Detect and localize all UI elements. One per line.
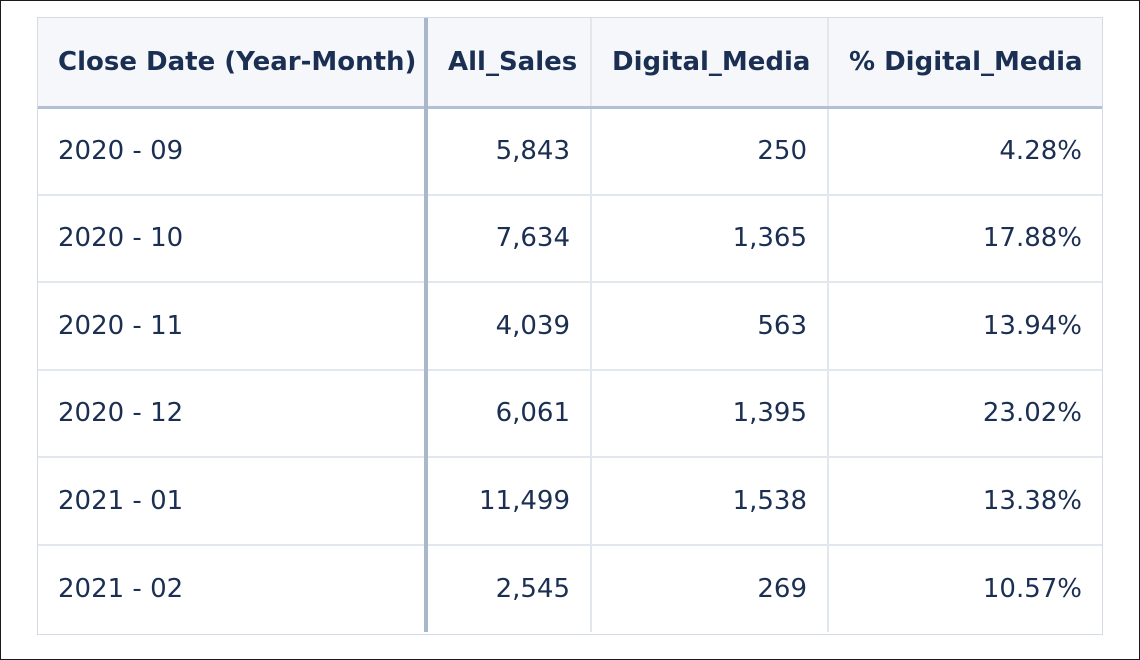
- cell-digital-media: 1,538: [591, 457, 829, 546]
- cell-close-date: 2020 - 10: [38, 194, 428, 283]
- cell-digital-media: 269: [591, 544, 829, 632]
- cell-digital-media: 1,395: [591, 369, 829, 458]
- table-row: 2021 - 02 2,545 269 10.57%: [38, 544, 1102, 632]
- cell-close-date: 2021 - 01: [38, 457, 428, 546]
- sales-table: Close Date (Year-Month) All_Sales Digita…: [38, 18, 1102, 632]
- cell-close-date: 2020 - 09: [38, 107, 428, 196]
- cell-pct-digital-media: 13.94%: [828, 282, 1102, 371]
- cell-digital-media: 563: [591, 282, 829, 371]
- column-header-digital-media[interactable]: Digital_Media: [591, 18, 829, 109]
- cell-pct-digital-media: 13.38%: [828, 457, 1102, 546]
- cell-all-sales: 5,843: [426, 107, 592, 196]
- cell-all-sales: 7,634: [426, 194, 592, 283]
- table-row: 2021 - 01 11,499 1,538 13.38%: [38, 457, 1102, 546]
- cell-digital-media: 250: [591, 107, 829, 196]
- data-table-container: Close Date (Year-Month) All_Sales Digita…: [37, 17, 1103, 635]
- cell-close-date: 2021 - 02: [38, 544, 428, 632]
- table-row: 2020 - 10 7,634 1,365 17.88%: [38, 194, 1102, 283]
- cell-pct-digital-media: 4.28%: [828, 107, 1102, 196]
- column-header-all-sales[interactable]: All_Sales: [426, 18, 592, 109]
- table-row: 2020 - 12 6,061 1,395 23.02%: [38, 369, 1102, 458]
- table-row: 2020 - 09 5,843 250 4.28%: [38, 107, 1102, 196]
- column-header-close-date[interactable]: Close Date (Year-Month): [38, 18, 428, 109]
- table-header-row: Close Date (Year-Month) All_Sales Digita…: [38, 18, 1102, 109]
- cell-all-sales: 11,499: [426, 457, 592, 546]
- cell-pct-digital-media: 17.88%: [828, 194, 1102, 283]
- cell-all-sales: 2,545: [426, 544, 592, 632]
- cell-digital-media: 1,365: [591, 194, 829, 283]
- cell-pct-digital-media: 10.57%: [982, 573, 1082, 604]
- cell-all-sales: 6,061: [426, 369, 592, 458]
- cell-close-date: 2020 - 11: [38, 282, 428, 371]
- table-row: 2020 - 11 4,039 563 13.94%: [38, 282, 1102, 371]
- cell-close-date: 2020 - 12: [38, 369, 428, 458]
- column-header-pct-digital-media[interactable]: % Digital_Media: [828, 18, 1102, 109]
- cell-all-sales: 4,039: [426, 282, 592, 371]
- cell-pct-digital-media: 23.02%: [828, 369, 1102, 458]
